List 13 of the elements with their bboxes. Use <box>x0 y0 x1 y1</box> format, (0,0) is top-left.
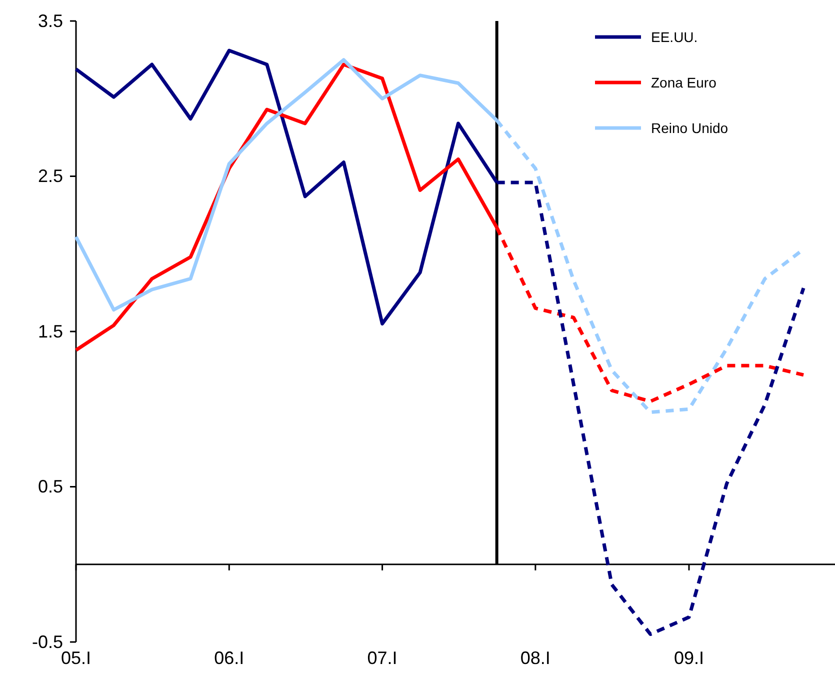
y-tick-label: -0.5 <box>32 632 63 652</box>
legend-label: Zona Euro <box>651 74 717 90</box>
y-tick-label: 0.5 <box>38 476 63 497</box>
x-tick-label: 07.I <box>367 648 398 668</box>
x-tick-label: 05.I <box>60 648 92 668</box>
y-tick-label: 1.5 <box>38 321 63 342</box>
y-tick-label: 3.5 <box>38 10 63 31</box>
legend-label: Reino Unido <box>651 120 728 136</box>
y-tick-label: 2.5 <box>38 166 63 186</box>
x-tick-label: 08.I <box>520 648 550 668</box>
x-tick-label: 06.I <box>214 648 244 668</box>
x-tick-label: 09.I <box>674 648 704 668</box>
legend-label: EE.UU. <box>651 28 698 45</box>
